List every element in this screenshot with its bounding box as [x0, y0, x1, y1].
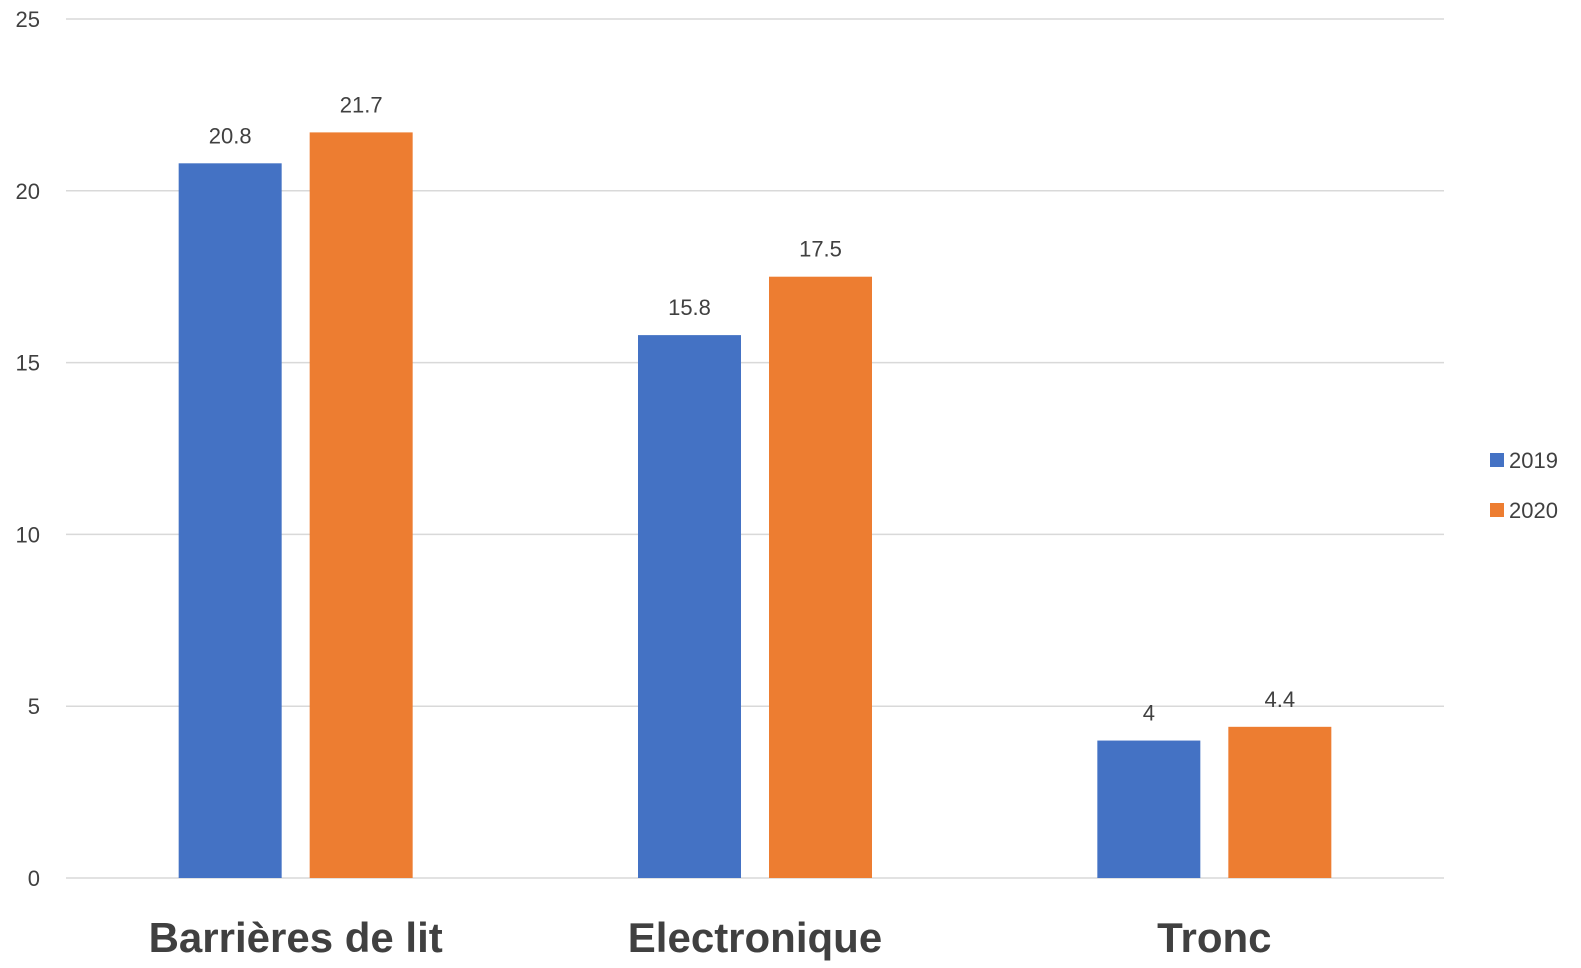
bar-2020-0 — [310, 132, 413, 878]
bar-2020-2 — [1228, 727, 1331, 878]
y-tick-label: 0 — [28, 866, 40, 891]
y-tick-label: 5 — [28, 694, 40, 719]
bars — [179, 132, 1332, 878]
data-label: 17.5 — [799, 237, 842, 262]
legend: 2019 2020 — [1490, 448, 1558, 523]
x-category-label: Barrières de lit — [149, 914, 443, 961]
legend-swatch-2019 — [1490, 453, 1504, 467]
y-tick-label: 10 — [16, 522, 40, 547]
data-label: 4.4 — [1265, 687, 1296, 712]
data-label: 15.8 — [668, 295, 711, 320]
y-tick-label: 20 — [16, 179, 40, 204]
y-axis-ticks: 0 5 10 15 20 25 — [16, 7, 40, 891]
x-category-label: Tronc — [1157, 914, 1271, 961]
y-tick-label: 25 — [16, 7, 40, 32]
data-label: 20.8 — [209, 123, 252, 148]
y-tick-label: 15 — [16, 351, 40, 376]
bar-2020-1 — [769, 277, 872, 878]
legend-label: 2020 — [1509, 498, 1558, 523]
data-label: 21.7 — [340, 92, 383, 117]
data-label: 4 — [1143, 701, 1155, 726]
x-category-label: Electronique — [628, 914, 882, 961]
legend-swatch-2020 — [1490, 503, 1504, 517]
x-axis-categories: Barrières de lit Electronique Tronc — [149, 914, 1272, 961]
bar-2019-2 — [1097, 741, 1200, 878]
bar-2019-0 — [179, 163, 282, 878]
bar-2019-1 — [638, 335, 741, 878]
legend-label: 2019 — [1509, 448, 1558, 473]
